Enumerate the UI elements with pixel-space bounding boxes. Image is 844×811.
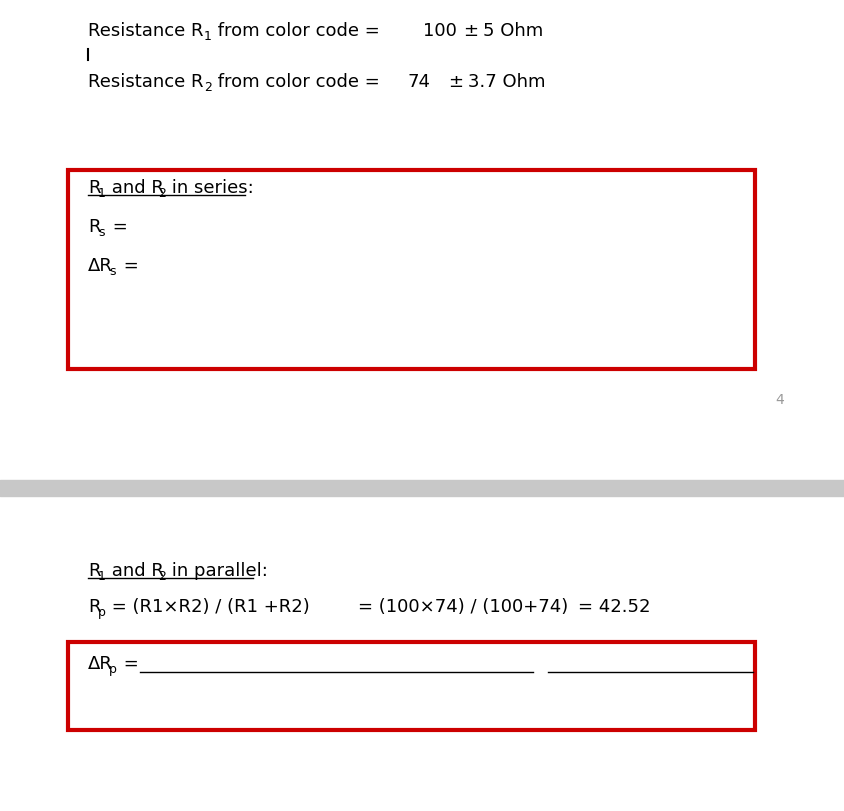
- Text: 5 Ohm: 5 Ohm: [483, 22, 543, 40]
- Text: 74: 74: [408, 73, 430, 91]
- Text: R: R: [88, 599, 100, 616]
- Text: R: R: [88, 179, 100, 197]
- FancyBboxPatch shape: [68, 642, 754, 730]
- Text: ±: ±: [463, 22, 478, 40]
- Text: 3.7 Ohm: 3.7 Ohm: [468, 73, 545, 91]
- Text: p: p: [98, 607, 106, 620]
- Text: R: R: [88, 562, 100, 580]
- Text: 100: 100: [423, 22, 457, 40]
- FancyBboxPatch shape: [68, 170, 754, 369]
- Text: 2: 2: [158, 187, 165, 200]
- Text: p: p: [109, 663, 116, 676]
- Text: = (100×74) / (100+74): = (100×74) / (100+74): [358, 599, 567, 616]
- Text: 1: 1: [203, 30, 212, 43]
- Text: in parallel:: in parallel:: [165, 562, 268, 580]
- Text: Resistance R: Resistance R: [88, 22, 203, 40]
- Text: and R: and R: [106, 562, 164, 580]
- Text: 1: 1: [98, 187, 106, 200]
- Text: and R: and R: [106, 179, 164, 197]
- Text: s: s: [98, 226, 105, 239]
- Text: Resistance R: Resistance R: [88, 73, 203, 91]
- Text: from color code =: from color code =: [212, 22, 379, 40]
- Text: s: s: [109, 265, 116, 278]
- Text: =: =: [107, 218, 127, 236]
- Text: ±: ±: [447, 73, 463, 91]
- Text: 2: 2: [203, 81, 212, 94]
- Text: 4: 4: [774, 393, 782, 407]
- Text: from color code =: from color code =: [212, 73, 379, 91]
- Text: = (R1×R2) / (R1 +R2): = (R1×R2) / (R1 +R2): [106, 599, 310, 616]
- Text: 2: 2: [158, 570, 165, 583]
- Text: R: R: [88, 218, 100, 236]
- Text: =: =: [118, 655, 138, 673]
- Text: in series:: in series:: [165, 179, 253, 197]
- Text: ΔR: ΔR: [88, 655, 113, 673]
- Text: ΔR: ΔR: [88, 257, 113, 275]
- Text: 1: 1: [98, 570, 106, 583]
- Text: = 42.52: = 42.52: [577, 599, 650, 616]
- Text: =: =: [118, 257, 138, 275]
